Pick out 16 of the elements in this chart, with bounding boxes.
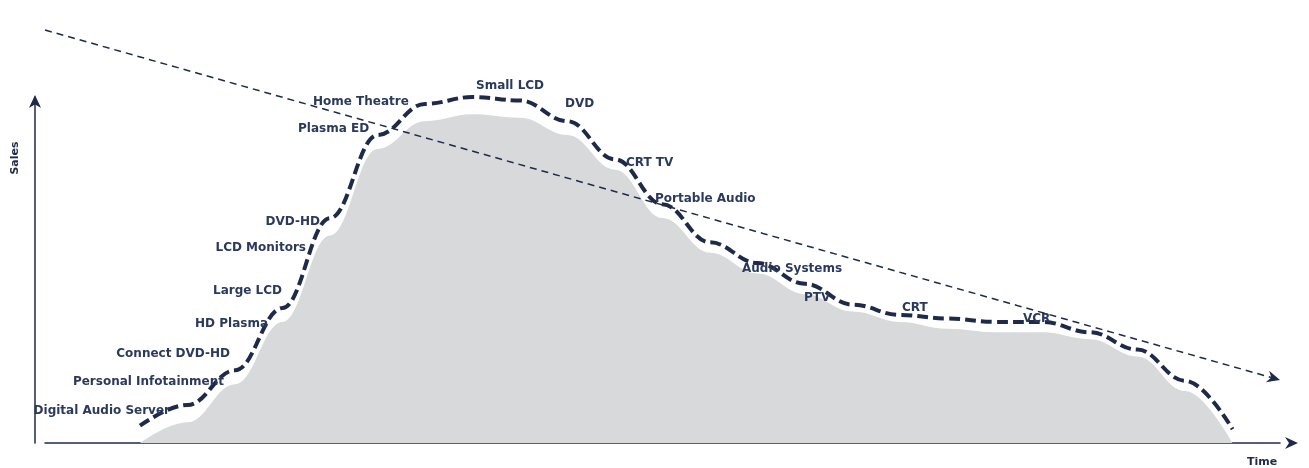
annotation: HD Plasma	[195, 316, 268, 330]
annotation: Portable Audio	[655, 191, 756, 205]
annotation: Home Theatre	[313, 94, 409, 108]
x-axis-title: Time	[1246, 454, 1278, 468]
annotation: Large LCD	[213, 283, 283, 297]
annotation: PTV	[804, 290, 831, 304]
annotation: LCD Monitors	[215, 240, 306, 254]
annotation: CRT TV	[626, 155, 675, 169]
annotation: Plasma ED	[298, 121, 370, 135]
annotation: CRT	[902, 300, 929, 314]
y-axis-title: Sales	[7, 140, 21, 175]
annotation: DVD	[565, 96, 595, 110]
annotation: Personal Infotainment	[72, 374, 225, 388]
annotation: DVD-HD	[265, 214, 321, 228]
text: Small LCD	[476, 78, 545, 92]
annotation: Connect DVD-HD	[116, 346, 231, 360]
